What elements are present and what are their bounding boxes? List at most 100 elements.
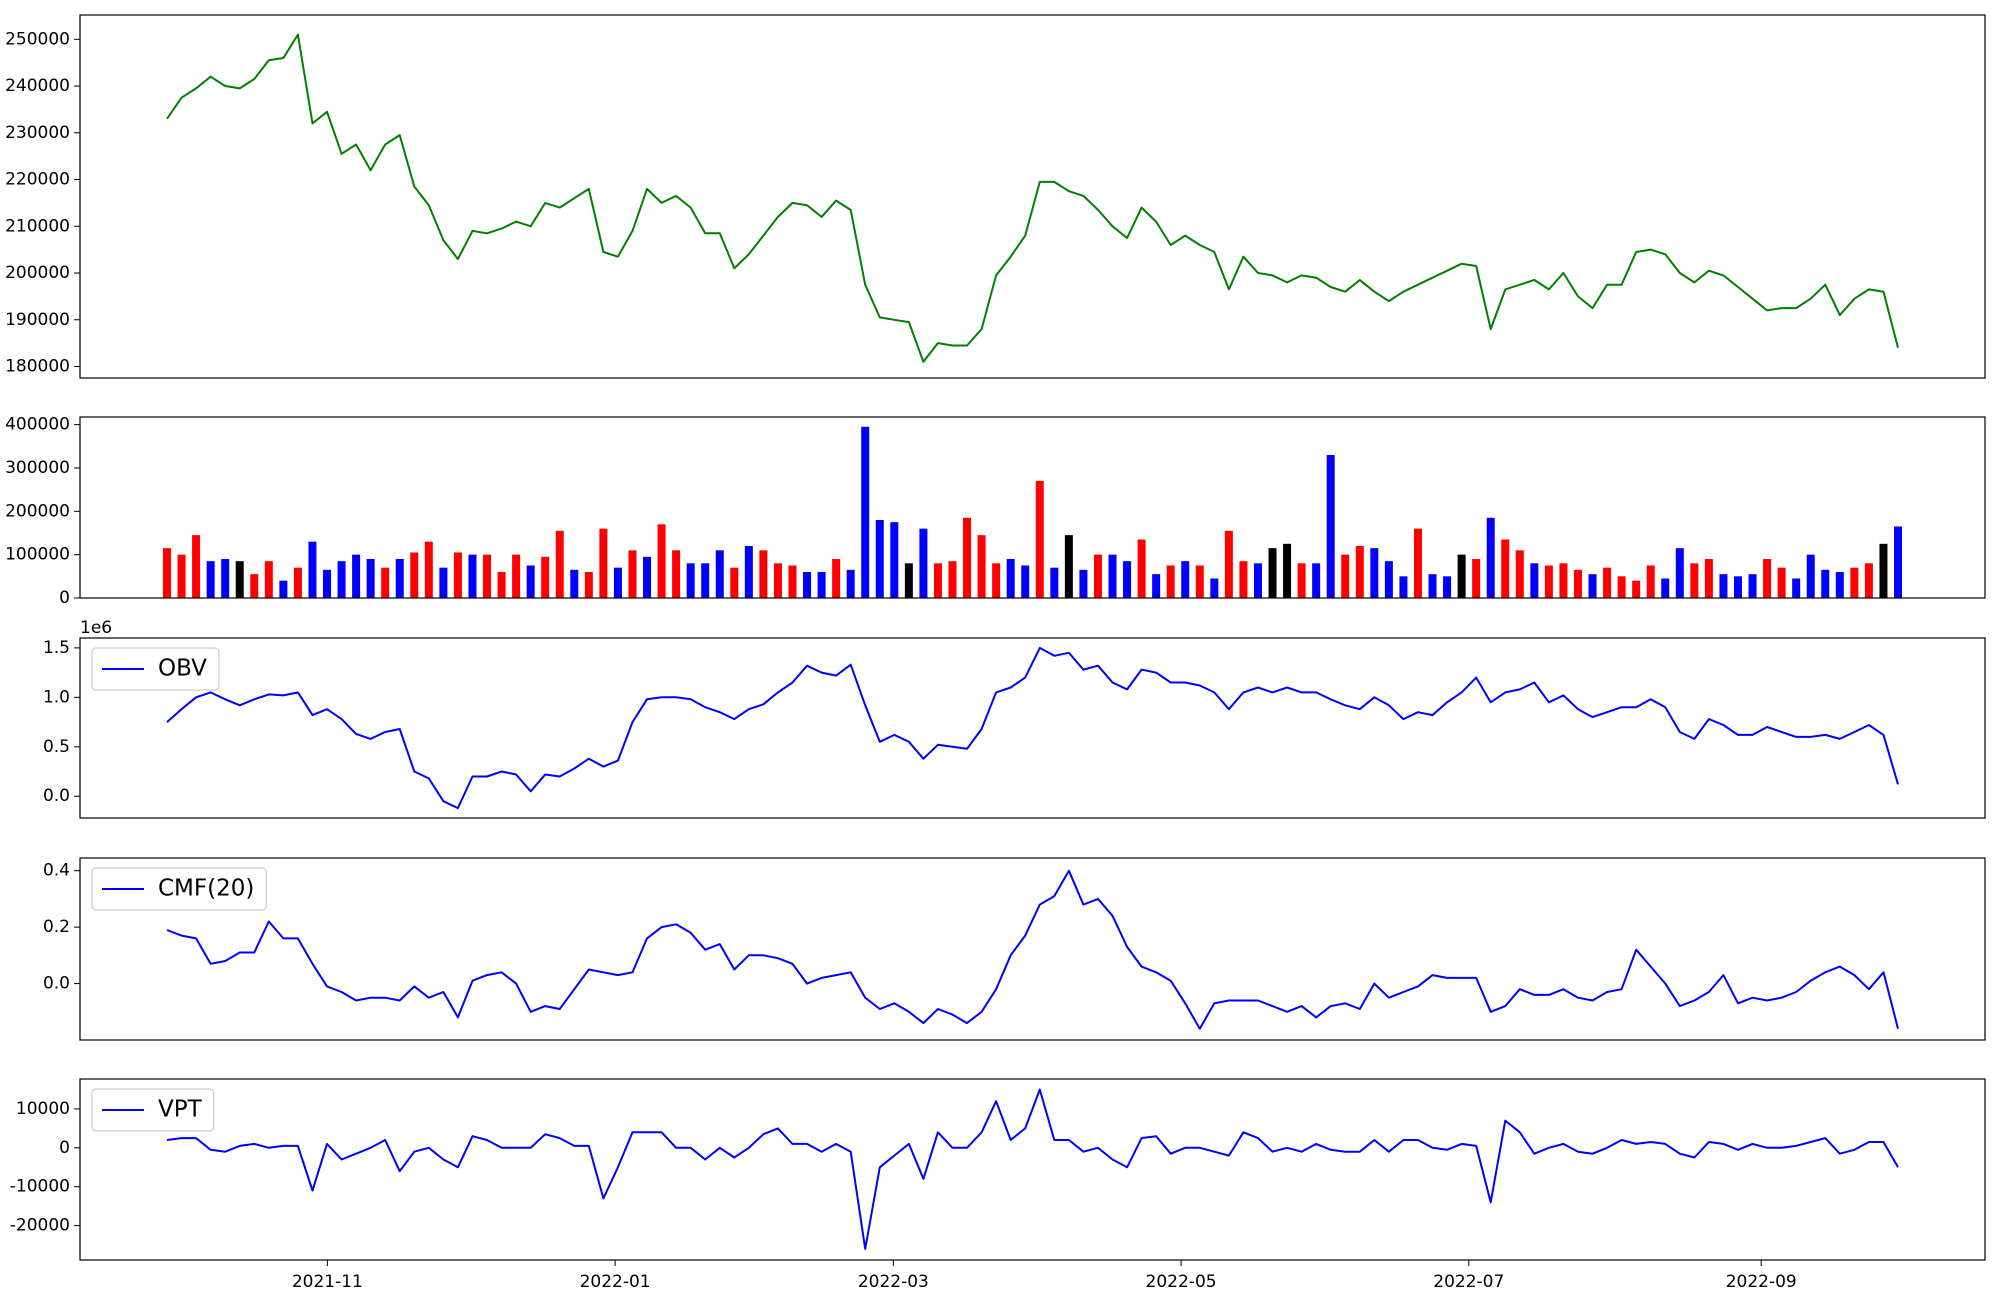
volume-bar <box>686 563 695 598</box>
y-tick-label: 0.2 <box>43 917 70 937</box>
y-tick-label: 10000 <box>16 1099 70 1119</box>
plot-area <box>166 1088 1899 1250</box>
volume-bar <box>1050 567 1059 598</box>
volume-bar <box>992 563 1001 598</box>
y-tick-label: 0.0 <box>43 786 70 806</box>
panel: -20000 -10000 0 10000 VPT 2021-11 2022-01 2022-… <box>10 1078 1986 1292</box>
volume-bar <box>1646 565 1655 598</box>
volume-bar <box>1108 554 1117 598</box>
plot-area <box>166 646 1899 810</box>
volume-bar <box>497 571 506 598</box>
volume-bar <box>293 567 302 598</box>
volume-bar <box>1864 563 1873 598</box>
y-tick-label: 100000 <box>5 545 70 565</box>
plot-area <box>162 426 1903 598</box>
volume-bar <box>1879 543 1888 598</box>
volume-bar <box>584 571 593 598</box>
volume-bar <box>1341 554 1350 598</box>
volume-bar <box>890 522 899 598</box>
legend: VPT <box>91 1088 215 1132</box>
volume-bar <box>1239 561 1248 598</box>
volume-bar <box>1283 543 1292 598</box>
volume-bar <box>759 550 768 598</box>
volume-bar <box>1370 548 1379 598</box>
volume-bar <box>264 561 273 598</box>
volume-bar <box>875 519 884 598</box>
volume-bar <box>453 552 462 598</box>
volume-bar <box>1486 517 1495 598</box>
line <box>166 33 1899 363</box>
volume-bar <box>512 554 521 598</box>
volume-bar <box>1719 574 1728 598</box>
volume-bar <box>1573 569 1582 598</box>
y-tick-label: 0.4 <box>43 861 70 881</box>
volume-bar <box>701 563 710 598</box>
volume-bar <box>788 565 797 598</box>
volume-bar <box>483 554 492 598</box>
volume-bar <box>977 535 986 598</box>
y-offset-label: 1e6 <box>80 618 112 638</box>
volume-bar <box>1777 567 1786 598</box>
x-tick-label: 2022-09 <box>1726 1272 1797 1292</box>
volume-bar <box>1035 480 1044 598</box>
volume-bar <box>1079 569 1088 598</box>
volume-bar <box>1355 545 1364 598</box>
volume-bar <box>1632 580 1641 598</box>
axes-frame <box>79 14 1986 379</box>
volume-bar <box>1806 554 1815 598</box>
line <box>166 1088 1899 1250</box>
volume-bar <box>1530 563 1539 598</box>
volume-bar <box>1181 561 1190 598</box>
volume-bar <box>1399 576 1408 598</box>
volume-bar <box>439 567 448 598</box>
volume-bar <box>1093 554 1102 598</box>
volume-bar <box>846 569 855 598</box>
volume-bar <box>1297 563 1306 598</box>
y-tick-label: 220000 <box>5 170 70 190</box>
volume-bar <box>832 558 841 598</box>
y-tick-label: 250000 <box>5 29 70 49</box>
volume-bar <box>948 561 957 598</box>
panel: 180000 190000 200000 210000 220000 230000 2400… <box>5 14 1986 379</box>
legend: CMF(20) <box>91 867 267 911</box>
y-tick-label: 210000 <box>5 216 70 236</box>
y-tick-label: 0.5 <box>43 737 70 757</box>
y-tick-label: 240000 <box>5 76 70 96</box>
y-tick-label: 400000 <box>5 415 70 435</box>
volume-bar <box>963 517 972 598</box>
volume-bar <box>366 558 375 598</box>
volume-bar <box>1137 539 1146 598</box>
axes-frame <box>79 637 1986 819</box>
volume-bar <box>1457 554 1466 598</box>
volume-bar <box>279 580 288 598</box>
y-tick-label: 200000 <box>5 501 70 521</box>
volume-bar <box>1253 563 1262 598</box>
x-tick-label: 2022-07 <box>1433 1272 1504 1292</box>
volume-bar <box>817 571 826 598</box>
y-tick-label: 0 <box>59 588 70 608</box>
volume-bar <box>1210 578 1219 598</box>
volume-bar <box>1792 578 1801 598</box>
y-tick-label: 300000 <box>5 458 70 478</box>
volume-bar <box>803 571 812 598</box>
axes-frame <box>79 1078 1986 1261</box>
y-tick-label: 200000 <box>5 263 70 283</box>
volume-bar <box>1384 561 1393 598</box>
volume-bar <box>250 574 259 598</box>
volume-bar <box>657 524 666 598</box>
volume-bar <box>177 554 186 598</box>
volume-bar <box>744 545 753 598</box>
volume-bar <box>1413 528 1422 598</box>
volume-bar <box>904 563 913 598</box>
legend-label: VPT <box>158 1097 203 1123</box>
volume-bar <box>715 550 724 598</box>
volume-bar <box>1268 548 1277 598</box>
volume-bar <box>1472 558 1481 598</box>
volume-bar <box>395 558 404 598</box>
volume-bar <box>628 550 637 598</box>
axes-frame <box>79 416 1986 599</box>
axes-frame <box>79 857 1986 1041</box>
volume-bar <box>1006 558 1015 598</box>
volume-bar <box>1428 574 1437 598</box>
